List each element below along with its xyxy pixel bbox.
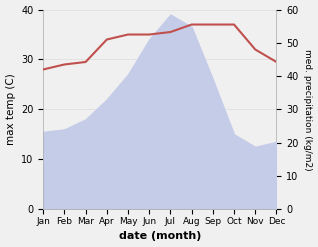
Y-axis label: max temp (C): max temp (C) — [5, 74, 16, 145]
X-axis label: date (month): date (month) — [119, 231, 201, 242]
Y-axis label: med. precipitation (kg/m2): med. precipitation (kg/m2) — [303, 49, 313, 170]
